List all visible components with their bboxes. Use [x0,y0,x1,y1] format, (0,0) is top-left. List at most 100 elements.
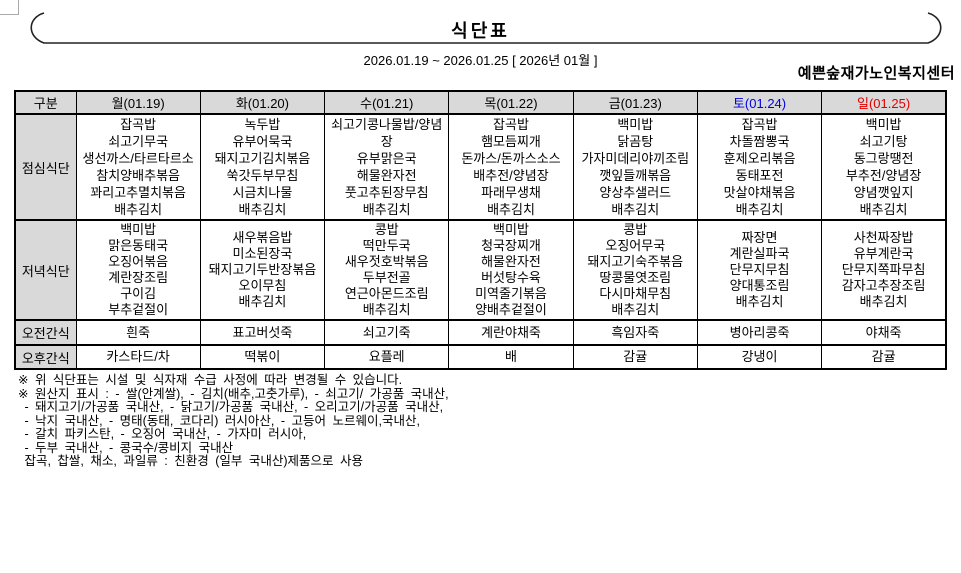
menu-item: 맛살야채볶음 [723,185,796,200]
menu-item: 배추김치 [735,294,784,309]
menu-item: 참치양배추볶음 [96,168,180,183]
menu-item: 깻잎들깨볶음 [599,168,672,183]
menu-item: 풋고추된장무침 [344,185,429,200]
day-header: 월(01.19) [75,90,201,115]
menu-item: 카스타드/차 [106,349,170,364]
menu-cell: 백미밥 쇠고기탕 동그랑땡전 부추전/양념장 양념깻잎지 배추김치 [821,113,947,221]
header-row: 구분 월(01.19) 화(01.20) 수(01.21) 목(01.22) 금(01.… [14,90,947,115]
menu-item: 땅콩물엿조림 [599,270,672,285]
corner-header: 구분 [14,90,77,115]
day-header: 일(01.25) [821,90,947,115]
row-label: 점심식단 [14,113,77,221]
menu-item: 다시마채무침 [599,286,672,301]
menu-cell: 감귤 [821,344,947,370]
table-row: 저녁식단 백미밥 맑은동태국 오징어볶음 계란장조림 구이김 부추겉절이 새우볶음밥 미소된장국… [14,219,947,321]
menu-item: 양대통조림 [729,278,790,293]
menu-item: 해물완자전 [481,254,541,269]
menu-item: 잡곡밥 [493,117,529,132]
menu-item: 돼지고기숙주볶음 [587,254,684,269]
menu-item: 동그랑땡전 [853,151,914,166]
menu-item: 가자미데리야끼조림 [581,151,690,166]
menu-item: 쇠고기무국 [108,134,169,149]
menu-cell: 요플레 [324,344,450,370]
menu-item: 오징어무국 [605,238,666,253]
menu-item: 배추김치 [114,202,163,217]
note-line: - 낙지 국내산, - 명태(동태, 코다리) 러시아산, - 고등어 노르웨이… [18,413,420,428]
menu-item: 차돌짬뽕국 [729,134,790,149]
menu-item: 양념깻잎지 [853,185,914,200]
note-line: 잡곡, 찹쌀, 채소, 과일류 : 친환경 (일부 국내산)제품으로 사용 [18,454,363,468]
menu-cell: 사천짜장밥 유부계란국 단무지쪽파무침 감자고추장조림 배추김치 [821,219,947,321]
menu-item: 배추김치 [362,202,411,217]
menu-item: 양배추겉절이 [475,302,547,317]
menu-item: 콩밥 [374,222,399,237]
menu-item: 동태포전 [735,168,784,183]
menu-item: 배추김치 [487,202,535,217]
menu-item: 유부계란국 [853,246,914,261]
menu-item: 돈까스/돈까스소스 [461,151,561,166]
menu-item: 구이김 [120,286,157,301]
menu-cell: 배 [448,344,574,370]
menu-item: 배추김치 [238,294,287,309]
menu-item: 떡볶이 [244,349,281,364]
menu-item: 잡곡밥 [120,117,157,132]
menu-item: 사천짜장밥 [853,230,914,245]
menu-cell: 콩밥 떡만두국 새우젓호박볶음 두부전골 연근아몬드조림 배추김치 [324,219,450,321]
note-line: - 갈치 파키스탄, - 오징어 국내산, - 가자미 러시아, [18,427,307,441]
menu-item: 배추김치 [611,302,660,317]
menu-cell: 콩밥 오징어무국 돼지고기숙주볶음 땅콩물엿조림 다시마채무침 배추김치 [572,219,698,321]
menu-item: 부추전/양념장 [845,168,922,183]
menu-item: 녹두밥 [244,117,281,132]
menu-item: 감귤 [623,349,648,364]
menu-item: 생선까스/타르타르소 [82,151,194,166]
corner-cell-artifact [0,0,19,15]
menu-item: 단무지쪽파무침 [841,262,926,277]
menu-cell: 표고버섯죽 [199,319,326,346]
menu-cell: 강냉이 [696,344,823,370]
menu-table-body: 점심식단 잡곡밥 쇠고기무국 생선까스/타르타르소 참치양배추볶음 꽈리고추멸치볶음 배추김… [14,113,947,370]
menu-item: 잡곡밥 [741,117,778,132]
menu-item: 오징어볶음 [108,254,169,269]
menu-item: 꽈리고추멸치볶음 [90,185,186,200]
menu-item: 미역줄기볶음 [475,286,547,301]
menu-item: 배추김치 [611,202,660,217]
menu-cell: 백미밥 맑은동태국 오징어볶음 계란장조림 구이김 부추겉절이 [75,219,201,321]
menu-item: 짜장면 [741,230,778,245]
day-header: 수(01.21) [324,90,450,115]
menu-item: 돼지고기김치볶음 [214,151,311,166]
note-line: - 두부 국내산, - 콩국수/콩비지 국내산 [18,440,234,455]
menu-cell: 잡곡밥 햄모듬찌개 돈까스/돈까스소스 배추전/양념장 파래무생채 배추김치 [448,113,574,221]
menu-item: 표고버섯죽 [232,324,293,340]
menu-cell: 쇠고기죽 [324,319,450,346]
menu-cell: 흰죽 [75,319,201,346]
day-header: 화(01.20) [199,90,326,115]
menu-item: 쇠고기콩나물밥/양념장 [331,117,443,149]
menu-item: 새우젓호박볶음 [344,254,429,269]
day-header: 금(01.23) [572,90,698,115]
table-row: 점심식단 잡곡밥 쇠고기무국 생선까스/타르타르소 참치양배추볶음 꽈리고추멸치볶음 배추김… [14,113,947,221]
row-label: 오전간식 [14,319,77,346]
facility-name: 예쁜숲재가노인복지센터 [797,65,955,82]
menu-item: 쑥갓두부무침 [226,168,299,183]
menu-item: 부추겉절이 [108,302,169,317]
menu-cell: 쇠고기콩나물밥/양념장 유부맑은국 해물완자전 풋고추된장무침 배추김치 [324,113,450,221]
menu-item: 양상추샐러드 [599,185,672,200]
menu-cell: 흑임자죽 [572,319,698,346]
day-header: 목(01.22) [448,90,574,115]
menu-item: 흰죽 [126,324,151,340]
menu-item: 요플레 [368,349,405,364]
menu-item: 배추전/양념장 [473,168,549,183]
table-row: 오전간식 흰죽 표고버섯죽 쇠고기죽 계란야채죽 흑임자죽 병아리콩죽 야채죽 [14,319,947,346]
menu-cell: 잡곡밥 차돌짬뽕국 훈제오리볶음 동태포전 맛살야채볶음 배추김치 [696,113,823,221]
note-line: ※ 원산지 표시 : - 쌀(안계쌀), - 김치(배추,고춧가루), - 쇠고… [18,386,449,401]
menu-item: 해물완자전 [356,168,417,183]
notes-section: ※ 위 식단표는 시설 및 식자재 수급 사정에 따라 변경될 수 있습니다. ※… [18,373,948,469]
menu-item: 햄모듬찌개 [481,134,541,149]
menu-item: 흑임자죽 [611,324,660,340]
menu-item: 버섯탕수육 [481,270,541,285]
day-header: 토(01.24) [696,90,823,115]
menu-cell: 감귤 [572,344,698,370]
menu-item: 강냉이 [741,349,778,364]
